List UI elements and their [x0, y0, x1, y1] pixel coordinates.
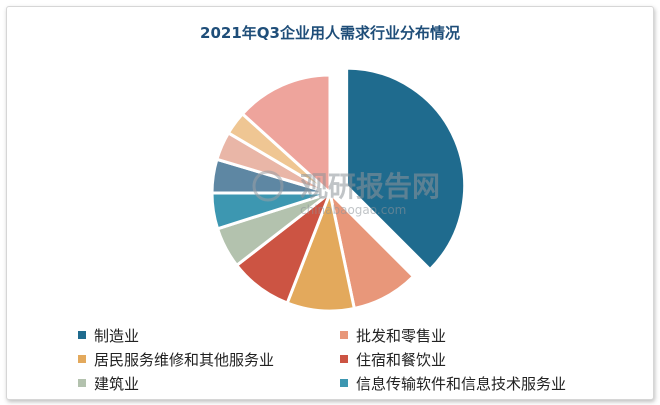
- legend-item: 制造业: [78, 324, 340, 346]
- legend-item: 建筑业: [78, 372, 340, 394]
- legend-swatch: [78, 379, 86, 387]
- legend-label: 制造业: [94, 326, 140, 345]
- legend-label: 建筑业: [94, 374, 140, 393]
- pie-slice: [345, 66, 467, 272]
- legend-label: 信息传输软件和信息技术服务业: [356, 374, 567, 393]
- legend-item: 信息传输软件和信息技术服务业: [340, 372, 630, 394]
- watermark: 观研报告网 chinabaogao.com: [252, 170, 440, 217]
- legend-item: 批发和零售业: [340, 324, 630, 346]
- legend-label: 住宿和餐饮业: [356, 350, 447, 369]
- legend-item: 住宿和餐饮业: [340, 348, 630, 370]
- legend-swatch: [78, 331, 86, 339]
- legend-swatch: [340, 331, 348, 339]
- legend-label: 居民服务维修和其他服务业: [94, 350, 275, 369]
- legend-swatch: [340, 355, 348, 363]
- watermark-brand: 观研报告网: [300, 170, 440, 203]
- legend-swatch: [78, 355, 86, 363]
- legend-item: 居民服务维修和其他服务业: [78, 348, 340, 370]
- legend-label: 批发和零售业: [356, 326, 447, 345]
- pie-slice: [240, 73, 332, 197]
- legend-swatch: [340, 379, 348, 387]
- legend: 制造业 批发和零售业 居民服务维修和其他服务业 住宿和餐饮业 建筑业 信息传输软…: [78, 324, 638, 394]
- chart-title: 2021年Q3企业用人需求行业分布情况: [200, 24, 460, 42]
- watermark-logo-icon: [252, 170, 284, 202]
- watermark-url: chinabaogao.com: [300, 203, 406, 217]
